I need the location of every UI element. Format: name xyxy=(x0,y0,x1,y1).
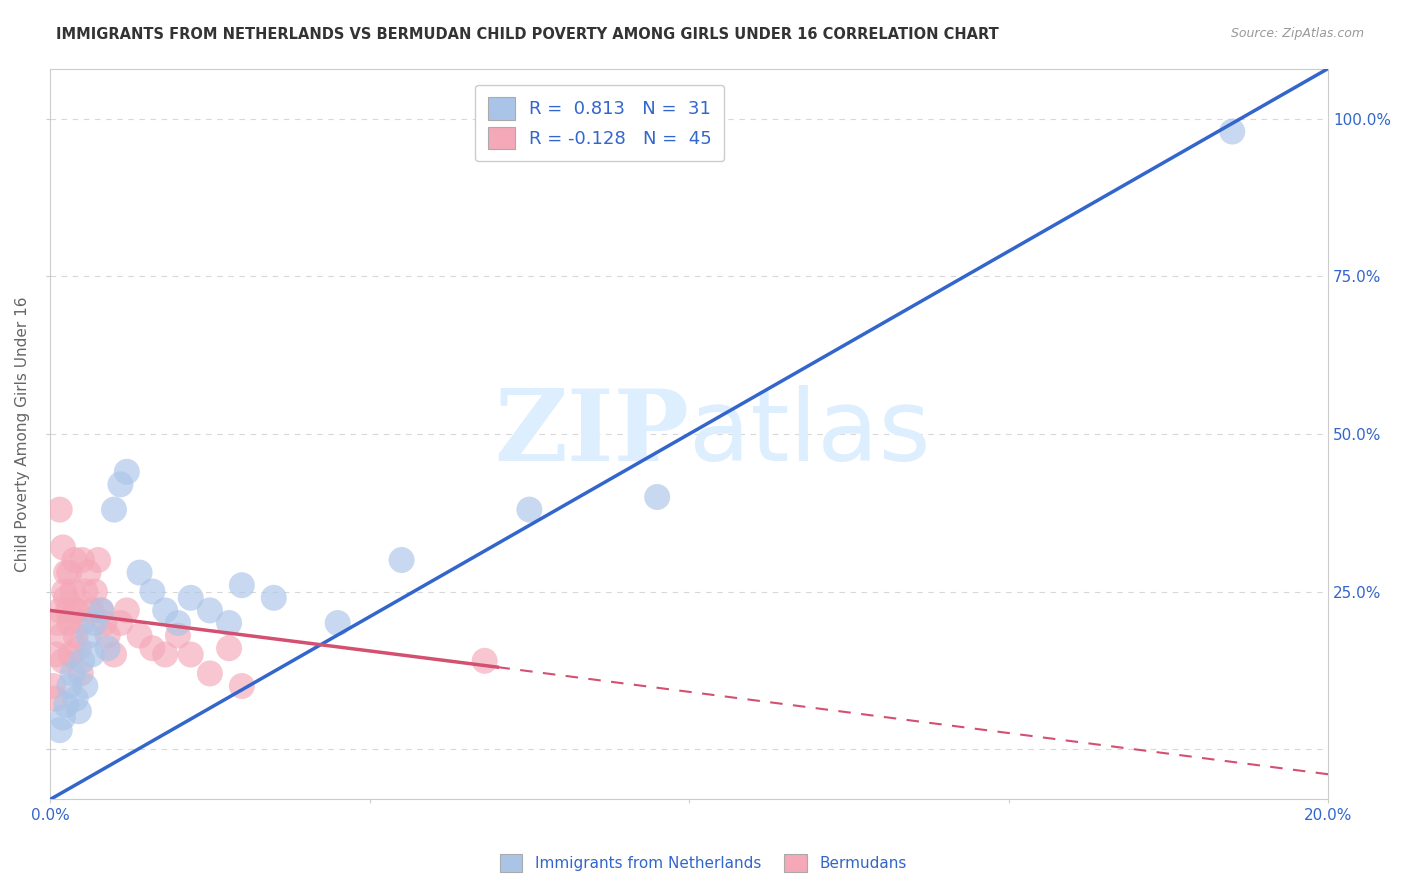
Point xyxy=(110,477,132,491)
Legend: Immigrants from Netherlands, Bermudans: Immigrants from Netherlands, Bermudans xyxy=(492,846,914,880)
Point xyxy=(153,648,176,662)
Point xyxy=(58,566,80,580)
Point xyxy=(167,629,190,643)
Point xyxy=(180,591,202,605)
Point xyxy=(198,666,221,681)
Text: ZIP: ZIP xyxy=(495,385,689,483)
Point xyxy=(263,591,285,605)
Point xyxy=(167,615,190,630)
Point xyxy=(90,603,112,617)
Point xyxy=(48,502,70,516)
Point xyxy=(51,629,73,643)
Point xyxy=(218,641,240,656)
Point xyxy=(55,698,77,712)
Point xyxy=(141,584,163,599)
Point xyxy=(52,541,75,555)
Point xyxy=(62,584,84,599)
Point xyxy=(65,629,87,643)
Legend: R =  0.813   N =  31, R = -0.128   N =  45: R = 0.813 N = 31, R = -0.128 N = 45 xyxy=(475,85,724,161)
Point xyxy=(93,615,115,630)
Point xyxy=(180,648,202,662)
Point xyxy=(52,710,75,724)
Point xyxy=(110,615,132,630)
Point xyxy=(44,691,66,706)
Point xyxy=(65,691,87,706)
Point xyxy=(55,591,77,605)
Point xyxy=(1220,124,1243,138)
Point xyxy=(231,578,253,592)
Point xyxy=(218,615,240,630)
Point xyxy=(83,615,105,630)
Point xyxy=(67,704,90,718)
Point xyxy=(77,566,100,580)
Point xyxy=(75,584,97,599)
Point xyxy=(115,465,138,479)
Point xyxy=(128,629,150,643)
Point xyxy=(53,584,76,599)
Point xyxy=(153,603,176,617)
Text: IMMIGRANTS FROM NETHERLANDS VS BERMUDAN CHILD POVERTY AMONG GIRLS UNDER 16 CORRE: IMMIGRANTS FROM NETHERLANDS VS BERMUDAN … xyxy=(56,27,1000,42)
Point xyxy=(70,553,93,567)
Point xyxy=(141,641,163,656)
Point xyxy=(45,648,67,662)
Point xyxy=(75,679,97,693)
Point xyxy=(70,615,93,630)
Point xyxy=(67,641,90,656)
Point xyxy=(66,603,89,617)
Point xyxy=(69,666,91,681)
Point xyxy=(103,502,125,516)
Point xyxy=(58,679,80,693)
Point xyxy=(326,615,349,630)
Point xyxy=(103,648,125,662)
Text: Source: ZipAtlas.com: Source: ZipAtlas.com xyxy=(1230,27,1364,40)
Point xyxy=(519,502,541,516)
Point xyxy=(115,603,138,617)
Point xyxy=(198,603,221,617)
Point xyxy=(48,723,70,738)
Point xyxy=(77,629,100,643)
Point xyxy=(97,629,120,643)
Point xyxy=(90,603,112,617)
Point xyxy=(83,584,105,599)
Point xyxy=(80,603,103,617)
Point xyxy=(42,679,65,693)
Point xyxy=(62,666,84,681)
Y-axis label: Child Poverty Among Girls Under 16: Child Poverty Among Girls Under 16 xyxy=(15,296,30,572)
Point xyxy=(56,603,79,617)
Point xyxy=(645,490,668,504)
Text: atlas: atlas xyxy=(689,385,931,483)
Point xyxy=(97,641,120,656)
Point xyxy=(55,566,77,580)
Point xyxy=(87,553,110,567)
Point xyxy=(46,615,69,630)
Point xyxy=(58,615,80,630)
Point xyxy=(63,553,86,567)
Point xyxy=(65,603,87,617)
Point xyxy=(52,654,75,668)
Point xyxy=(59,648,82,662)
Point xyxy=(48,603,70,617)
Point xyxy=(474,654,496,668)
Point xyxy=(391,553,413,567)
Point xyxy=(128,566,150,580)
Point xyxy=(70,654,93,668)
Point xyxy=(80,648,103,662)
Point xyxy=(231,679,253,693)
